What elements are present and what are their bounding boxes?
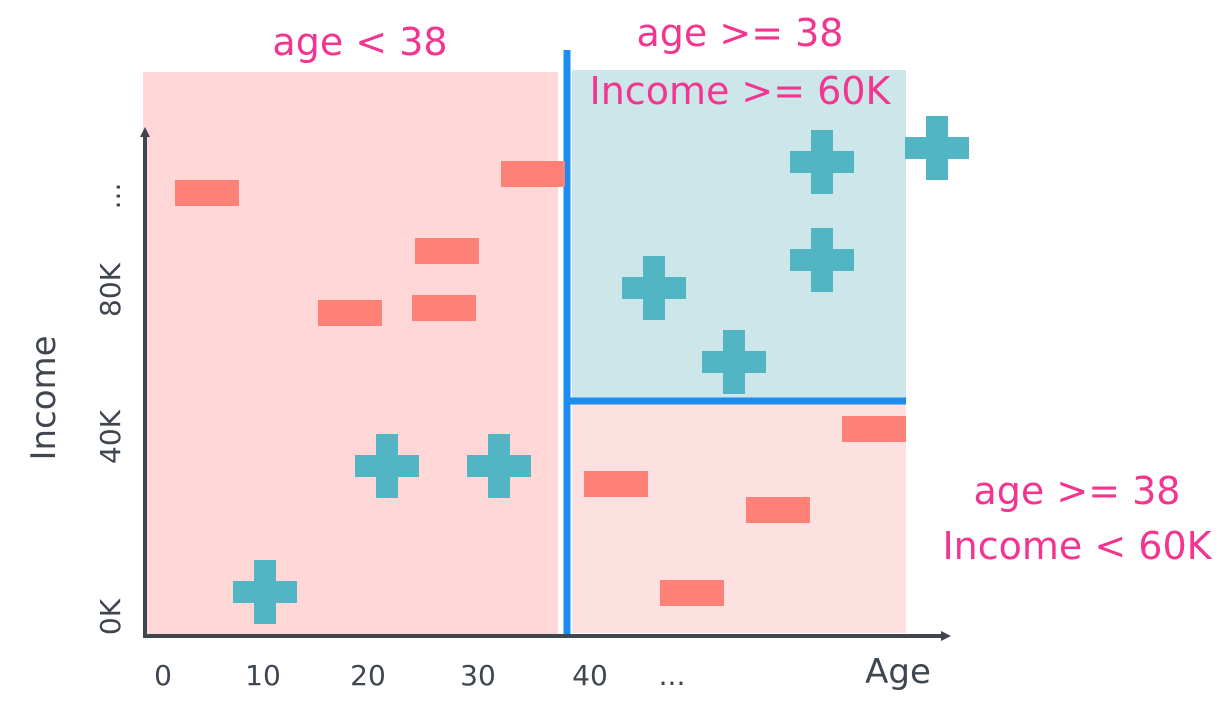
plus-markers — [233, 116, 969, 624]
x-axis-title: Age — [865, 652, 931, 692]
region-left-background — [143, 72, 558, 634]
minus-markers — [175, 161, 906, 606]
plus-icon — [905, 116, 969, 180]
y-tick-80k: 80K — [94, 262, 127, 317]
y-tick-ellipsis: ... — [94, 183, 127, 210]
minus-icon — [175, 180, 239, 206]
plus-icon — [233, 560, 297, 624]
region-bottom-right-label-line1: age >= 38 — [974, 469, 1181, 513]
region-bottom-right-label-line2: Income < 60K — [942, 524, 1212, 568]
plus-icon — [702, 330, 766, 394]
minus-icon — [746, 497, 810, 523]
plus-icon — [790, 130, 854, 194]
x-tick-0: 0 — [154, 659, 172, 692]
plus-icon — [622, 256, 686, 320]
minus-icon — [584, 471, 648, 497]
minus-icon — [415, 238, 479, 264]
x-tick-30: 30 — [460, 659, 496, 692]
plus-icon — [790, 228, 854, 292]
region-top-right-label-line2: Income >= 60K — [590, 69, 892, 113]
minus-icon — [412, 295, 476, 321]
minus-icon — [660, 580, 724, 606]
region-top-right-label-line1: age >= 38 — [637, 11, 844, 55]
minus-icon — [842, 416, 906, 442]
x-tick-10: 10 — [245, 659, 281, 692]
y-tick-40k: 40K — [94, 409, 127, 464]
x-tick-20: 20 — [350, 659, 386, 692]
region-left-label: age < 38 — [272, 20, 447, 64]
minus-icon — [501, 161, 565, 187]
y-tick-0k: 0K — [94, 598, 127, 635]
minus-icon — [318, 300, 382, 326]
x-tick-40: 40 — [572, 659, 608, 692]
y-axis-title: Income — [24, 335, 64, 460]
plus-icon — [355, 434, 419, 498]
x-tick-ellipsis: ... — [659, 659, 686, 692]
plus-icon — [467, 434, 531, 498]
